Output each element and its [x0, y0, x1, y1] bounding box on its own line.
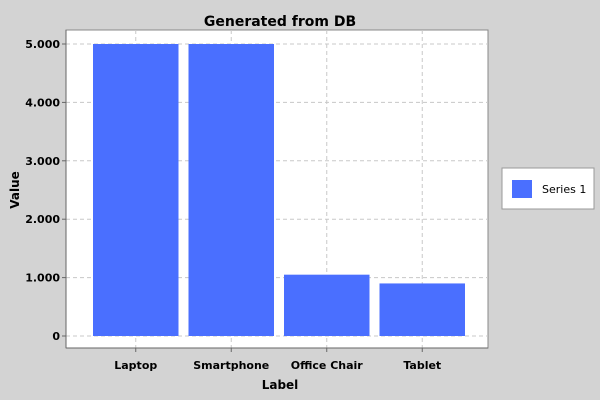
y-tick-label-1: 1.000 [25, 272, 60, 285]
chart-title: Generated from DB [204, 14, 356, 30]
legend-box [501, 167, 595, 210]
x-tick-label-2: Office Chair [291, 359, 364, 372]
legend-entry: Series 1 [542, 183, 586, 196]
bar-tablet [379, 283, 465, 336]
x-tick-label-3: Tablet [403, 359, 441, 372]
x-tick-label-1: Smartphone [193, 359, 269, 372]
bars-group [93, 44, 465, 336]
y-tick-label-0: 0 [52, 330, 60, 343]
legend: Series 1 [501, 167, 595, 210]
bar-smartphone [188, 44, 274, 336]
bar-office-chair [284, 274, 370, 336]
y-tick-label-5: 5.000 [25, 38, 60, 51]
legend-swatch [512, 180, 532, 198]
bar-laptop [93, 44, 179, 336]
y-tick-label-3: 3.000 [25, 155, 60, 168]
y-axis-label: Value [8, 171, 22, 209]
y-tick-label-2: 2.000 [25, 213, 60, 226]
x-axis-ticks: Laptop Smartphone Office Chair Tablet [114, 348, 441, 372]
x-axis-label: Label [262, 378, 299, 392]
x-tick-label-0: Laptop [114, 359, 157, 372]
y-axis-ticks: 0 1.000 2.000 3.000 4.000 5.000 [25, 38, 66, 343]
y-tick-label-4: 4.000 [25, 96, 60, 109]
